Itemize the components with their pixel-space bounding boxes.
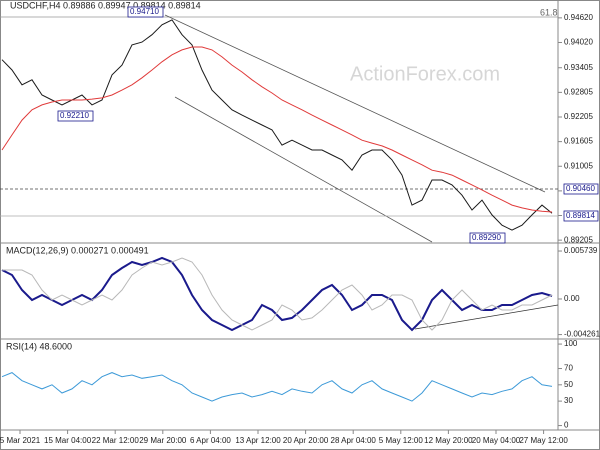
annotation-label: 0.89290 bbox=[472, 233, 501, 242]
x-tick-label: 12 May 20:00 bbox=[424, 436, 473, 445]
series-line bbox=[2, 257, 553, 331]
annotation-label: 0.94710 bbox=[130, 7, 159, 16]
channel-upper bbox=[164, 14, 546, 193]
series-line bbox=[1, 46, 553, 213]
annotation-label: 0.90460 bbox=[566, 184, 595, 193]
series-line bbox=[1, 19, 553, 231]
y-tick-label: 0.93405 bbox=[564, 63, 593, 72]
y-tick-label: 0.91605 bbox=[564, 137, 593, 146]
y-tick-label: 0.005739 bbox=[564, 246, 598, 255]
x-tick-label: 22 Mar 12:00 bbox=[92, 436, 140, 445]
y-tick-label: 0.91005 bbox=[564, 161, 593, 170]
y-tick-label: 0.89205 bbox=[564, 235, 593, 244]
annotation-label: 0.92210 bbox=[60, 111, 89, 120]
annotation-box bbox=[469, 232, 506, 244]
y-tick-label: -0.004261 bbox=[564, 330, 600, 339]
x-tick-label: 20 Apr 20:00 bbox=[283, 436, 329, 445]
y-tick-label: 0.94020 bbox=[564, 38, 593, 47]
annotation-box bbox=[127, 6, 164, 18]
x-tick-label: 28 Apr 04:00 bbox=[331, 436, 377, 445]
y-tick-label: 30 bbox=[564, 396, 573, 405]
y-tick-label: 50 bbox=[564, 380, 573, 389]
x-tick-label: 6 Apr 04:00 bbox=[190, 436, 231, 445]
series-line bbox=[1, 256, 553, 332]
x-tick-label: 13 Apr 12:00 bbox=[235, 436, 281, 445]
annotation-box bbox=[563, 183, 599, 195]
y-tick-label: 0.94620 bbox=[564, 13, 593, 22]
x-tick-label: 5 Mar 2021 bbox=[0, 436, 41, 445]
x-tick-label: 29 Mar 20:00 bbox=[139, 436, 187, 445]
channel-lower bbox=[174, 96, 433, 243]
y-tick-label: 100 bbox=[564, 339, 578, 348]
x-tick-label: 15 Mar 04:00 bbox=[44, 436, 92, 445]
macd-trendline bbox=[414, 304, 559, 330]
header: USDCHF,H4 0.89886 0.89947 0.89814 0.8981… bbox=[10, 0, 201, 10]
series-line bbox=[1, 372, 553, 402]
x-tick-label: 5 May 12:00 bbox=[379, 436, 424, 445]
y-tick-label: 0.92205 bbox=[564, 112, 593, 121]
y-tick-label: 70 bbox=[564, 364, 573, 373]
panel-title: MACD(12,26,9) 0.000271 0.000491 bbox=[6, 245, 149, 255]
annotation-box bbox=[57, 110, 94, 122]
y-tick-label: 0.92805 bbox=[564, 87, 593, 96]
watermark: ActionForex.com bbox=[350, 63, 500, 85]
annotation-label: 0.89814 bbox=[566, 211, 595, 220]
x-tick-label: 27 May 12:00 bbox=[519, 436, 568, 445]
y-tick-label: 0.00 bbox=[564, 294, 580, 303]
annotation-box bbox=[563, 210, 599, 222]
panel-title: RSI(14) 48.6000 bbox=[6, 341, 72, 351]
x-tick-label: 20 May 04:00 bbox=[472, 436, 521, 445]
fib-label: 61.8 bbox=[540, 7, 558, 17]
y-tick-label: 0 bbox=[564, 421, 569, 430]
